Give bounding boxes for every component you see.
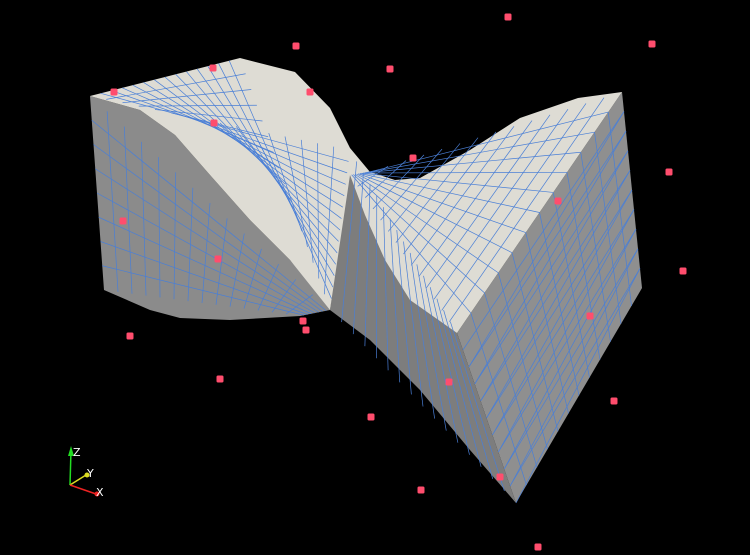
- scatter-point: [367, 413, 375, 421]
- scatter-point: [302, 326, 310, 334]
- scatter-points: [110, 13, 687, 551]
- scatter-point: [504, 13, 512, 21]
- z-axis-label: Z: [73, 446, 81, 459]
- z-axis-arrow-icon: [68, 446, 74, 456]
- scatter-point: [648, 40, 656, 48]
- scatter-point: [110, 88, 118, 96]
- scatter-point: [126, 332, 134, 340]
- scatter-point: [417, 486, 425, 494]
- scatter-point: [119, 217, 127, 225]
- orientation-axes-widget: Z Y X: [68, 446, 104, 499]
- scatter-point: [210, 119, 218, 127]
- scatter-point: [534, 543, 542, 551]
- scatter-point: [386, 65, 394, 73]
- scatter-point: [409, 154, 417, 162]
- scatter-point: [216, 375, 224, 383]
- scatter-point: [209, 64, 217, 72]
- scatter-point: [214, 255, 222, 263]
- scatter-point: [610, 397, 618, 405]
- x-axis-arrow-icon: [94, 491, 100, 497]
- scatter-point: [445, 378, 453, 386]
- y-axis-line: [69, 474, 87, 486]
- scatter-point: [292, 42, 300, 50]
- y-axis-arrow-icon: [84, 472, 90, 478]
- scatter-point: [586, 312, 594, 320]
- scatter-point: [679, 267, 687, 275]
- x-axis-line: [69, 484, 97, 495]
- scatter-point: [306, 88, 314, 96]
- y-axis-label: Y: [86, 467, 94, 480]
- scatter-point: [665, 168, 673, 176]
- mesh-wireframe: [91, 60, 641, 504]
- mesh-left-wall: [90, 96, 330, 320]
- scatter-point: [299, 317, 307, 325]
- mesh-front-wall: [457, 92, 642, 503]
- scatter-point: [496, 473, 504, 481]
- scatter-point: [554, 197, 562, 205]
- x-axis-label: X: [96, 486, 104, 499]
